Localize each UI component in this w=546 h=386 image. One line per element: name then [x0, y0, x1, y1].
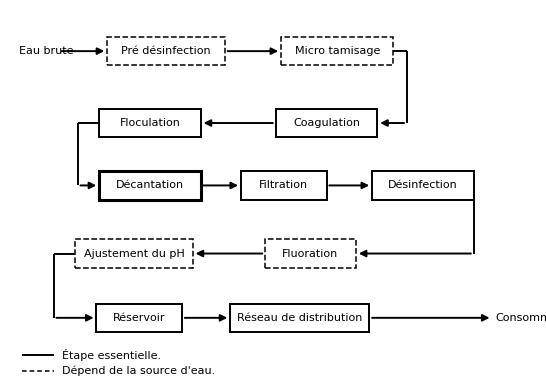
Text: Étape essentielle.: Étape essentielle. — [62, 349, 161, 361]
Text: Fluoration: Fluoration — [282, 249, 339, 259]
Bar — [276, 109, 377, 137]
Text: Micro tamisage: Micro tamisage — [294, 46, 380, 56]
Bar — [107, 37, 225, 65]
Bar — [372, 171, 473, 200]
Text: Ajustement du pH: Ajustement du pH — [84, 249, 184, 259]
Bar — [230, 304, 369, 332]
Bar — [241, 171, 327, 200]
Bar — [99, 109, 201, 137]
Text: Filtration: Filtration — [259, 180, 308, 190]
Text: Floculation: Floculation — [120, 118, 180, 128]
Text: Coagulation: Coagulation — [293, 118, 360, 128]
Text: Pré désinfection: Pré désinfection — [121, 46, 211, 56]
Bar — [97, 304, 182, 332]
Bar — [99, 171, 201, 200]
Bar — [75, 239, 193, 268]
Text: Réseau de distribution: Réseau de distribution — [237, 313, 363, 323]
Bar — [265, 239, 356, 268]
Bar — [281, 37, 393, 65]
Text: Réservoir: Réservoir — [113, 313, 165, 323]
Text: Consommateur: Consommateur — [495, 313, 546, 323]
Text: Désinfection: Désinfection — [388, 180, 458, 190]
Text: Dépend de la source d'eau.: Dépend de la source d'eau. — [62, 366, 215, 376]
Text: Décantation: Décantation — [116, 180, 184, 190]
Text: Eau brute: Eau brute — [19, 46, 73, 56]
